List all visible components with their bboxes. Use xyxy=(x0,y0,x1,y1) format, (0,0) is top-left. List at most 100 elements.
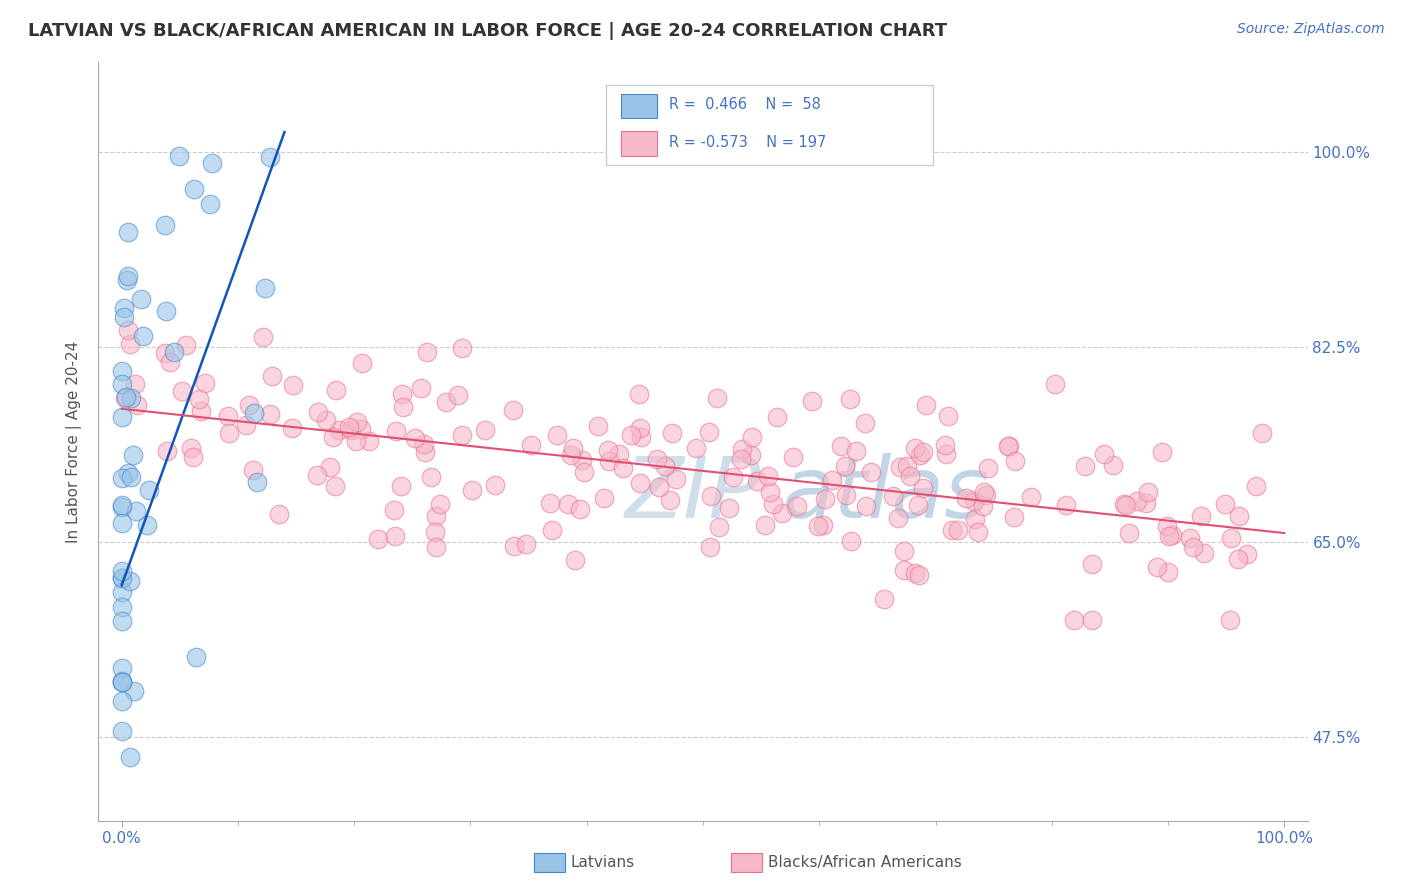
Point xyxy=(111,673,134,688)
Point xyxy=(419,470,441,484)
Point xyxy=(238,398,260,412)
Point xyxy=(325,384,347,398)
Point xyxy=(974,488,997,502)
Point xyxy=(111,471,134,485)
Point xyxy=(200,197,222,211)
Point xyxy=(118,574,141,589)
Point xyxy=(873,591,896,606)
Point xyxy=(242,463,264,477)
Point xyxy=(111,564,134,578)
Point xyxy=(190,404,212,418)
Point xyxy=(1135,496,1157,510)
Point xyxy=(1157,528,1180,542)
Point xyxy=(194,376,217,390)
Point xyxy=(770,506,793,520)
Point xyxy=(973,485,995,500)
Point xyxy=(962,494,984,508)
Bar xyxy=(621,131,657,156)
Point xyxy=(1189,509,1212,524)
Point xyxy=(648,479,671,493)
Point xyxy=(391,386,413,401)
Point xyxy=(114,390,136,404)
Point xyxy=(717,500,740,515)
Point xyxy=(967,525,990,540)
Point xyxy=(1157,565,1180,579)
Point xyxy=(382,502,405,516)
Point xyxy=(155,304,177,318)
Point xyxy=(1063,613,1085,627)
Point xyxy=(1126,493,1149,508)
Point xyxy=(627,387,650,401)
Point xyxy=(745,474,768,488)
Text: Source: ZipAtlas.com: Source: ZipAtlas.com xyxy=(1237,22,1385,37)
Point xyxy=(786,499,808,513)
Point xyxy=(111,498,134,512)
Point xyxy=(180,441,202,455)
Point xyxy=(159,354,181,368)
Point xyxy=(1056,498,1078,512)
Point xyxy=(337,419,360,434)
Point xyxy=(598,454,620,468)
Point xyxy=(451,341,474,355)
Point xyxy=(813,517,835,532)
Point xyxy=(111,409,134,424)
Point xyxy=(1236,547,1258,561)
Point xyxy=(111,364,134,378)
Point xyxy=(155,444,177,458)
Point xyxy=(283,378,305,392)
Point xyxy=(187,392,209,407)
Point xyxy=(977,461,1000,475)
Point xyxy=(319,459,342,474)
Point xyxy=(502,403,524,417)
Point xyxy=(915,398,938,412)
Point xyxy=(1146,559,1168,574)
Point xyxy=(461,483,484,498)
Point xyxy=(425,540,447,554)
Point xyxy=(384,529,406,543)
Point xyxy=(120,392,142,406)
Point xyxy=(111,584,134,599)
Point xyxy=(246,475,269,489)
Point xyxy=(882,489,904,503)
Point xyxy=(183,182,205,196)
Point xyxy=(814,492,837,507)
Point xyxy=(766,410,789,425)
Point xyxy=(117,273,139,287)
Point xyxy=(538,496,561,510)
Point xyxy=(325,479,347,493)
Point xyxy=(571,453,593,467)
Point xyxy=(350,422,373,436)
Point xyxy=(845,443,868,458)
Point xyxy=(111,661,134,675)
Point xyxy=(546,427,568,442)
Point xyxy=(839,533,862,548)
Point xyxy=(912,481,935,495)
Point xyxy=(259,407,281,421)
Point xyxy=(429,497,451,511)
Point xyxy=(1156,519,1178,533)
Point xyxy=(1102,458,1125,472)
Point xyxy=(259,150,281,164)
Point xyxy=(665,472,688,486)
Point xyxy=(111,723,134,738)
Point xyxy=(260,369,283,384)
Point xyxy=(661,426,683,441)
Point xyxy=(821,473,844,487)
Point xyxy=(1004,453,1026,467)
Point xyxy=(936,409,959,423)
Point xyxy=(117,466,139,480)
Point xyxy=(138,483,160,498)
Point xyxy=(588,419,610,434)
Point xyxy=(307,405,329,419)
Point xyxy=(935,447,957,461)
Point xyxy=(184,649,207,664)
Point xyxy=(1227,552,1250,566)
Point xyxy=(761,497,783,511)
Point xyxy=(835,487,858,501)
Point xyxy=(218,425,240,440)
Point xyxy=(450,428,472,442)
Point xyxy=(434,395,457,409)
Point xyxy=(1080,557,1102,571)
Point xyxy=(1194,546,1216,560)
Point xyxy=(111,500,134,514)
